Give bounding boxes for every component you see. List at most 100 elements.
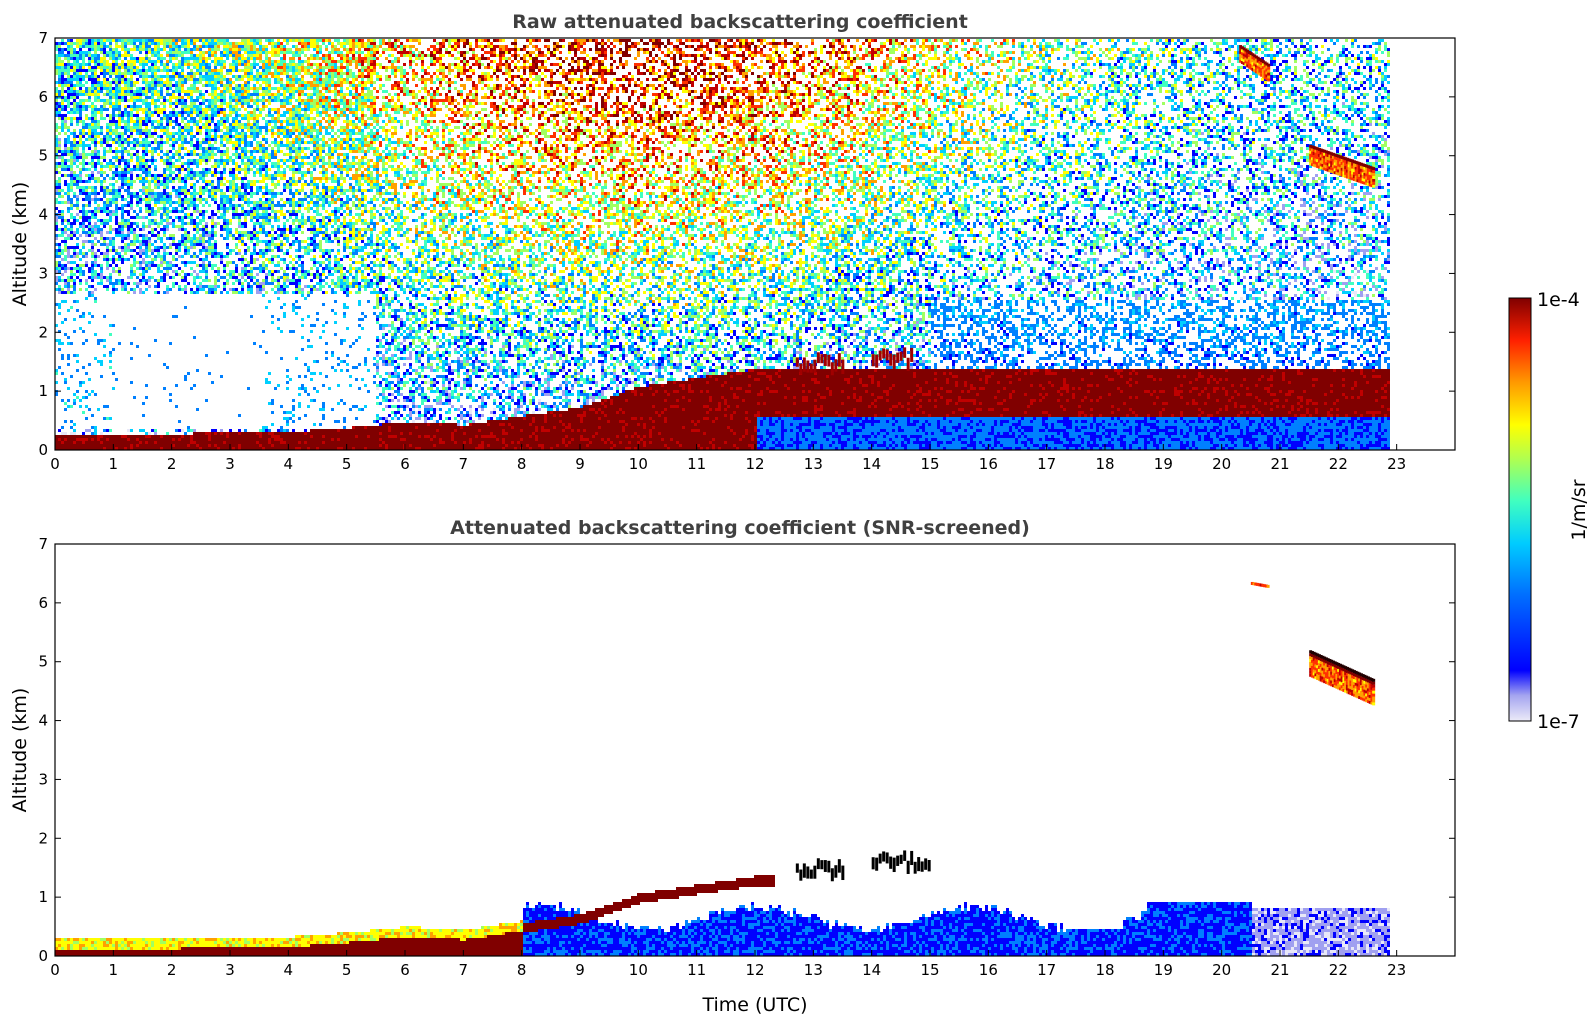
heatmap-cell [58, 147, 61, 150]
heatmap-cell [103, 354, 106, 357]
heatmap-cell [76, 141, 79, 144]
heatmap-cell [82, 330, 85, 333]
heatmap-cell [103, 135, 106, 138]
heatmap-cell [76, 120, 79, 123]
heatmap-cell [94, 117, 97, 120]
heatmap-cell [79, 105, 82, 108]
heatmap-cell [106, 237, 109, 240]
heatmap-cell [94, 297, 97, 300]
heatmap-cell [73, 66, 76, 69]
heatmap-cell [82, 225, 85, 228]
heatmap-cell [61, 435, 64, 438]
heatmap-cell [85, 93, 88, 96]
heatmap-cell [76, 150, 79, 153]
heatmap-cell [58, 186, 61, 189]
heatmap-cell [67, 363, 70, 366]
heatmap-cell [64, 192, 67, 195]
heatmap-cell [70, 246, 73, 249]
heatmap-cell [85, 234, 88, 237]
heatmap-cell [70, 171, 73, 174]
heatmap-cell [70, 162, 73, 165]
heatmap-cell [58, 165, 61, 168]
heatmap-cell [64, 441, 67, 444]
heatmap-cell [106, 249, 109, 252]
heatmap-cell [85, 192, 88, 195]
heatmap-cell [94, 210, 97, 213]
heatmap-cell [79, 381, 82, 384]
heatmap-cell [79, 180, 82, 183]
heatmap-cell [64, 318, 67, 321]
heatmap-cell [82, 432, 85, 435]
heatmap-cell [73, 180, 76, 183]
heatmap-cell [76, 219, 79, 222]
heatmap-cell [82, 246, 85, 249]
heatmap-cell [76, 102, 79, 105]
heatmap-cell [67, 48, 70, 51]
heatmap-cell [88, 408, 91, 411]
heatmap-cell [103, 258, 106, 261]
heatmap-cell [61, 210, 64, 213]
heatmap-cell [70, 87, 73, 90]
heatmap-cell [91, 228, 94, 231]
heatmap-cell [91, 240, 94, 243]
heatmap-cell [88, 198, 91, 201]
heatmap-cell [94, 231, 97, 234]
heatmap-cell [100, 132, 103, 135]
heatmap-cell [106, 258, 109, 261]
heatmap-cell [58, 249, 61, 252]
heatmap-cell [100, 363, 103, 366]
heatmap-cell [67, 135, 70, 138]
heatmap-cell [88, 435, 91, 438]
heatmap-cell [94, 192, 97, 195]
heatmap-cell [73, 330, 76, 333]
heatmap-cell [70, 63, 73, 66]
heatmap-cell [58, 57, 61, 60]
heatmap-cell [79, 48, 82, 51]
heatmap-cell [67, 219, 70, 222]
heatmap-cell [97, 132, 100, 135]
heatmap-cell [79, 129, 82, 132]
heatmap-cell [76, 183, 79, 186]
heatmap-cell [67, 126, 70, 129]
heatmap-cell [94, 186, 97, 189]
heatmap-cell [67, 210, 70, 213]
heatmap-cell [103, 237, 106, 240]
heatmap-cell [58, 246, 61, 249]
heatmap-cell [79, 435, 82, 438]
heatmap-cell [106, 165, 109, 168]
heatmap-cell [70, 201, 73, 204]
heatmap-cell [91, 291, 94, 294]
heatmap-cell [94, 54, 97, 57]
heatmap-cell [100, 171, 103, 174]
heatmap-cell [88, 225, 91, 228]
heatmap-cell [76, 444, 79, 447]
heatmap-cell [100, 72, 103, 75]
heatmap-cell [91, 141, 94, 144]
heatmap-cell [82, 99, 85, 102]
heatmap-cell [91, 138, 94, 141]
heatmap-cell [100, 228, 103, 231]
heatmap-cell [76, 396, 79, 399]
heatmap-cell [73, 288, 76, 291]
heatmap-cell [103, 150, 106, 153]
heatmap-cell [64, 144, 67, 147]
heatmap-cell [97, 90, 100, 93]
heatmap-cell [61, 39, 64, 42]
heatmap-cell [94, 432, 97, 435]
heatmap-cell [73, 216, 76, 219]
heatmap-cell [64, 183, 67, 186]
heatmap-cell [76, 180, 79, 183]
heatmap-cell [94, 153, 97, 156]
heatmap-cell [94, 435, 97, 438]
heatmap-cell [61, 189, 64, 192]
heatmap-cell [100, 138, 103, 141]
heatmap-cell [73, 75, 76, 78]
heatmap-cell [61, 231, 64, 234]
heatmap-cell [88, 312, 91, 315]
heatmap-cell [70, 204, 73, 207]
heatmap-cell [100, 432, 103, 435]
heatmap-cell [88, 126, 91, 129]
heatmap-cell [88, 267, 91, 270]
heatmap-cell [85, 186, 88, 189]
heatmap-cell [85, 114, 88, 117]
